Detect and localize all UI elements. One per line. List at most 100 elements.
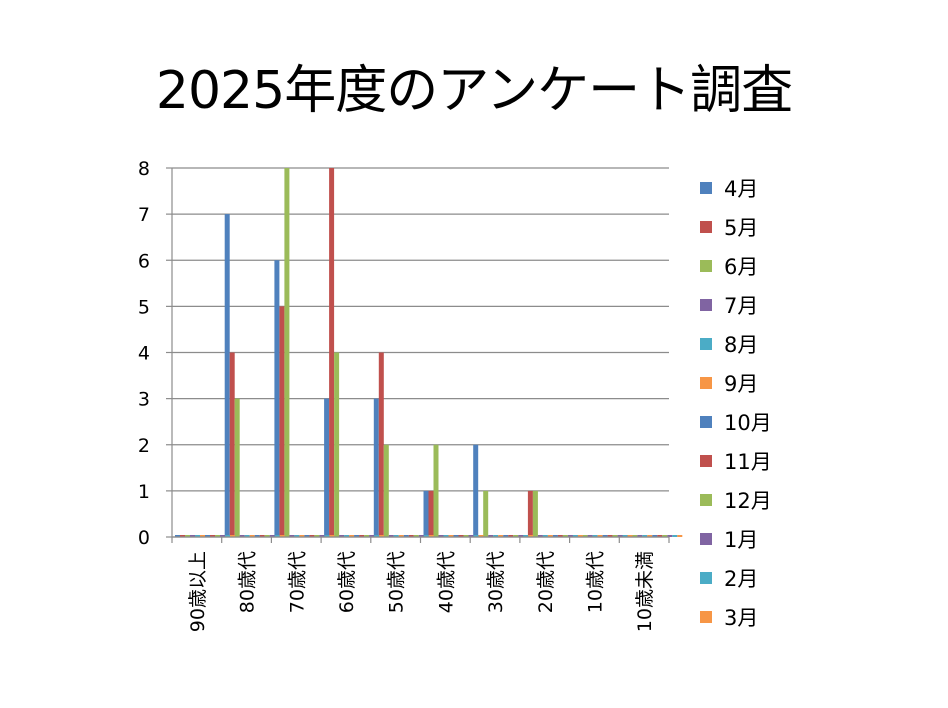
bar <box>617 535 623 537</box>
gridlines <box>172 167 669 538</box>
bar <box>334 352 340 537</box>
bar <box>637 535 643 537</box>
legend-swatch <box>700 299 712 311</box>
bar <box>518 535 524 537</box>
bar <box>498 535 504 537</box>
bar <box>239 535 245 537</box>
bar <box>677 535 683 537</box>
bar <box>468 535 474 537</box>
bar <box>547 535 553 537</box>
y-axis-ticks: 0 1 2 3 4 5 6 7 8 <box>138 158 172 549</box>
bar <box>463 535 469 537</box>
bar <box>478 535 484 537</box>
x-tick-label: 10歳未満 <box>634 551 656 632</box>
legend: 4月 5月 6月 7月 8月 9月 10月 11月 12月 1月 2月 3月 <box>700 177 772 630</box>
bar <box>264 535 270 537</box>
bar <box>339 535 345 537</box>
bar <box>652 535 658 537</box>
bar <box>572 535 578 537</box>
legend-swatch <box>700 338 712 350</box>
bar <box>622 535 628 537</box>
bar <box>552 535 558 537</box>
bar <box>493 535 499 537</box>
bar <box>359 535 365 537</box>
bar <box>642 535 648 537</box>
bar <box>508 535 514 537</box>
legend-swatch <box>700 260 712 272</box>
bar <box>602 535 608 537</box>
bar <box>488 535 494 537</box>
y-tick-label: 1 <box>138 481 150 503</box>
bar <box>458 535 464 537</box>
bar <box>672 535 678 537</box>
bar <box>627 535 633 537</box>
legend-swatch <box>700 182 712 194</box>
bar <box>215 535 220 537</box>
bar <box>210 535 215 537</box>
x-tick-label: 20歳代 <box>535 551 557 613</box>
bar <box>274 535 280 537</box>
bar <box>647 535 653 537</box>
legend-label: 7月 <box>724 294 758 318</box>
bar <box>438 535 444 537</box>
bar <box>418 535 424 537</box>
bar <box>225 535 230 537</box>
bar <box>244 535 250 537</box>
bar <box>662 535 668 537</box>
chart-title: 2025年度のアンケート調査 <box>155 61 793 121</box>
bar <box>607 535 613 537</box>
bar <box>274 260 280 537</box>
bar <box>349 535 355 537</box>
legend-label: 2月 <box>724 567 758 591</box>
bar <box>398 535 404 537</box>
legend-label: 10月 <box>724 411 772 435</box>
bar <box>523 535 529 537</box>
bar <box>374 535 380 537</box>
y-tick-label: 4 <box>138 343 150 365</box>
bar <box>667 535 673 537</box>
bar <box>319 535 325 537</box>
legend-label: 11月 <box>724 450 772 474</box>
bar <box>329 535 335 537</box>
legend-label: 9月 <box>724 372 758 396</box>
legend-label: 8月 <box>724 333 758 357</box>
bar <box>433 444 439 537</box>
bar <box>423 490 429 537</box>
bar <box>537 535 543 537</box>
x-axis-ticks: 90歳以上 80歳代 70歳代 60歳代 50歳代 40歳代 30歳代 20歳代 10歳代 10歳… <box>171 537 670 632</box>
bar <box>557 535 563 537</box>
bar <box>269 535 275 537</box>
bar <box>532 490 538 537</box>
bar <box>284 168 290 537</box>
x-tick-label: 10歳代 <box>584 551 606 613</box>
bar <box>597 535 603 537</box>
bar <box>577 535 583 537</box>
bar <box>304 535 310 537</box>
legend-swatch <box>700 572 712 584</box>
bar <box>175 535 180 537</box>
bar <box>329 168 335 537</box>
legend-swatch <box>700 221 712 233</box>
x-tick-label: 60歳代 <box>336 551 358 613</box>
bar <box>657 535 663 537</box>
bar <box>254 535 260 537</box>
bar <box>612 535 618 537</box>
bar <box>289 535 295 537</box>
legend-label: 5月 <box>724 216 758 240</box>
legend-label: 1月 <box>724 528 758 552</box>
bar <box>483 490 489 537</box>
bar <box>542 535 548 537</box>
legend-label: 4月 <box>724 177 758 201</box>
bar <box>299 535 305 537</box>
y-tick-label: 3 <box>138 389 150 411</box>
bar <box>229 352 235 537</box>
bars <box>175 168 683 537</box>
bar <box>279 535 285 537</box>
x-tick-label: 70歳代 <box>286 551 308 613</box>
bar <box>388 535 394 537</box>
bar <box>473 535 479 537</box>
bar <box>383 444 389 537</box>
bar <box>230 535 235 537</box>
bar <box>503 535 509 537</box>
